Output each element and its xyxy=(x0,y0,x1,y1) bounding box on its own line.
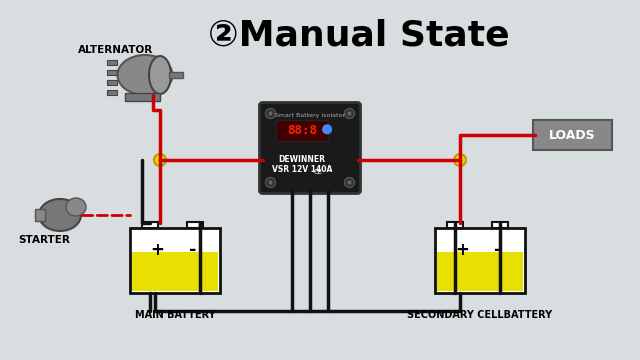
Text: MAIN BATTERY: MAIN BATTERY xyxy=(134,310,215,320)
Text: -: - xyxy=(494,241,502,259)
Bar xyxy=(107,90,117,95)
Text: Smart Battery Isolator: Smart Battery Isolator xyxy=(275,113,345,117)
Bar xyxy=(125,93,160,101)
FancyBboxPatch shape xyxy=(259,103,360,194)
Circle shape xyxy=(154,154,166,166)
Ellipse shape xyxy=(66,198,86,216)
Ellipse shape xyxy=(149,56,171,94)
Bar xyxy=(107,70,117,75)
Text: -: - xyxy=(189,241,196,259)
Circle shape xyxy=(348,180,351,185)
Bar xyxy=(437,252,523,291)
Bar xyxy=(492,222,508,228)
Bar xyxy=(107,60,117,65)
Circle shape xyxy=(266,177,275,188)
Text: 88:8: 88:8 xyxy=(287,123,317,137)
Circle shape xyxy=(344,108,355,118)
Circle shape xyxy=(344,177,355,188)
FancyBboxPatch shape xyxy=(130,228,220,292)
Text: ALTERNATOR: ALTERNATOR xyxy=(78,45,153,55)
Text: DEWINNER
VSR 12V 140A: DEWINNER VSR 12V 140A xyxy=(272,155,332,174)
Text: STARTER: STARTER xyxy=(18,235,70,245)
Text: SECONDARY CELLBATTERY: SECONDARY CELLBATTERY xyxy=(408,310,552,320)
Bar xyxy=(132,252,218,291)
Circle shape xyxy=(266,108,275,118)
Bar xyxy=(35,209,45,221)
Text: ②Manual State: ②Manual State xyxy=(207,18,509,52)
Ellipse shape xyxy=(39,199,81,231)
Circle shape xyxy=(454,154,466,166)
Text: LOADS: LOADS xyxy=(548,129,595,141)
Circle shape xyxy=(322,124,332,134)
FancyBboxPatch shape xyxy=(533,120,612,150)
Text: CE: CE xyxy=(314,169,323,175)
Circle shape xyxy=(348,112,351,116)
Bar xyxy=(447,222,463,228)
Bar xyxy=(187,222,203,228)
Bar xyxy=(141,222,158,228)
Text: +: + xyxy=(455,241,469,259)
Circle shape xyxy=(269,112,273,116)
Ellipse shape xyxy=(118,55,173,95)
Bar xyxy=(107,80,117,85)
FancyBboxPatch shape xyxy=(435,228,525,292)
Circle shape xyxy=(269,180,273,185)
Text: +: + xyxy=(150,241,164,259)
FancyBboxPatch shape xyxy=(276,120,328,140)
Bar xyxy=(169,72,183,78)
